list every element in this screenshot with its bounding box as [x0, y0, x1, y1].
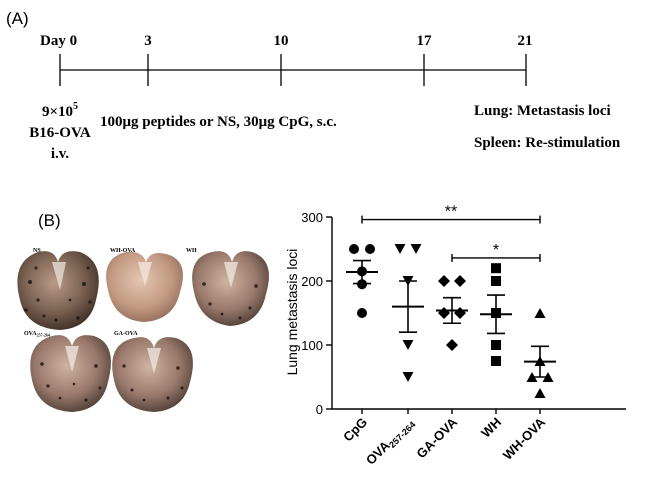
y-axis-title: Lung metastasis loci — [284, 249, 300, 376]
data-point-4-0 — [534, 308, 546, 318]
x-tick-label-1: OVA257-264 — [363, 415, 418, 470]
data-point-2-0 — [438, 275, 450, 287]
sig-label-1: * — [493, 242, 499, 259]
injection-route: i.v. — [51, 146, 70, 162]
lung-photo-ns — [17, 251, 99, 330]
mean-sem-bars — [346, 259, 556, 378]
significance-brackets: *** — [361, 204, 541, 262]
day-label-3: 3 — [144, 33, 152, 49]
data-point-0-1 — [365, 244, 375, 254]
day-label-21: 21 — [518, 33, 533, 49]
data-point-1-0 — [394, 244, 406, 254]
y-tick-label-3: 300 — [301, 210, 323, 225]
panel-a-label: (A) — [6, 9, 29, 28]
sig-label-0: ** — [445, 204, 457, 221]
data-point-2-2 — [438, 307, 450, 319]
readout-spleen: Spleen: Re-stimulation — [474, 135, 621, 151]
day-label-17: 17 — [417, 33, 433, 49]
data-point-1-4 — [402, 372, 414, 382]
data-point-2-3 — [454, 307, 466, 319]
data-point-0-0 — [349, 244, 359, 254]
y-ticks: 0 100 200 300 — [301, 210, 332, 417]
data-point-3-0 — [491, 263, 501, 274]
x-tick-label-3: WH — [478, 415, 504, 441]
day-label-10: 10 — [274, 33, 289, 49]
y-tick-label-2: 200 — [301, 274, 323, 289]
data-point-1-3 — [402, 340, 414, 350]
y-tick-label-0: 0 — [316, 402, 323, 417]
lung-photo-ova — [30, 335, 111, 412]
lung-label-ga-ova: GA-OVA — [114, 331, 138, 337]
data-point-2-4 — [446, 339, 458, 351]
data-point-4-4 — [534, 388, 546, 398]
data-point-3-4 — [491, 356, 501, 366]
x-tick-label-0: CpG — [340, 415, 370, 445]
readout-lung: Lung: Metastasis loci — [474, 103, 611, 119]
day-label-0: Day 0 — [40, 33, 77, 49]
lung-label-ova: OVA257-264 — [24, 331, 50, 338]
data-points — [349, 244, 554, 398]
data-point-2-1 — [454, 275, 466, 287]
treatment-text: 100μg peptides or NS, 30μg CpG, s.c. — [100, 114, 337, 130]
lung-label-wh: WH — [186, 248, 197, 254]
injection-cells: B16-OVA — [29, 125, 91, 141]
lung-photo-wh — [192, 251, 269, 326]
injection-dose: 9×105 — [42, 101, 78, 120]
x-tick-label-4: WH-OVA — [500, 414, 549, 463]
y-tick-label-1: 100 — [301, 338, 323, 353]
lung-label-ns: NS — [33, 248, 41, 254]
lung-photo-wh-ova — [106, 251, 183, 322]
data-point-3-1 — [491, 276, 501, 286]
data-point-1-1 — [410, 244, 422, 254]
lung-photo-ga-ova — [112, 337, 193, 412]
panel-b-label: (B) — [38, 211, 61, 230]
lung-label-wh-ova: WH-OVA — [110, 248, 136, 254]
data-point-3-3 — [491, 340, 501, 350]
data-point-0-4 — [357, 308, 367, 318]
x-tick-label-2: GA-OVA — [413, 414, 460, 461]
